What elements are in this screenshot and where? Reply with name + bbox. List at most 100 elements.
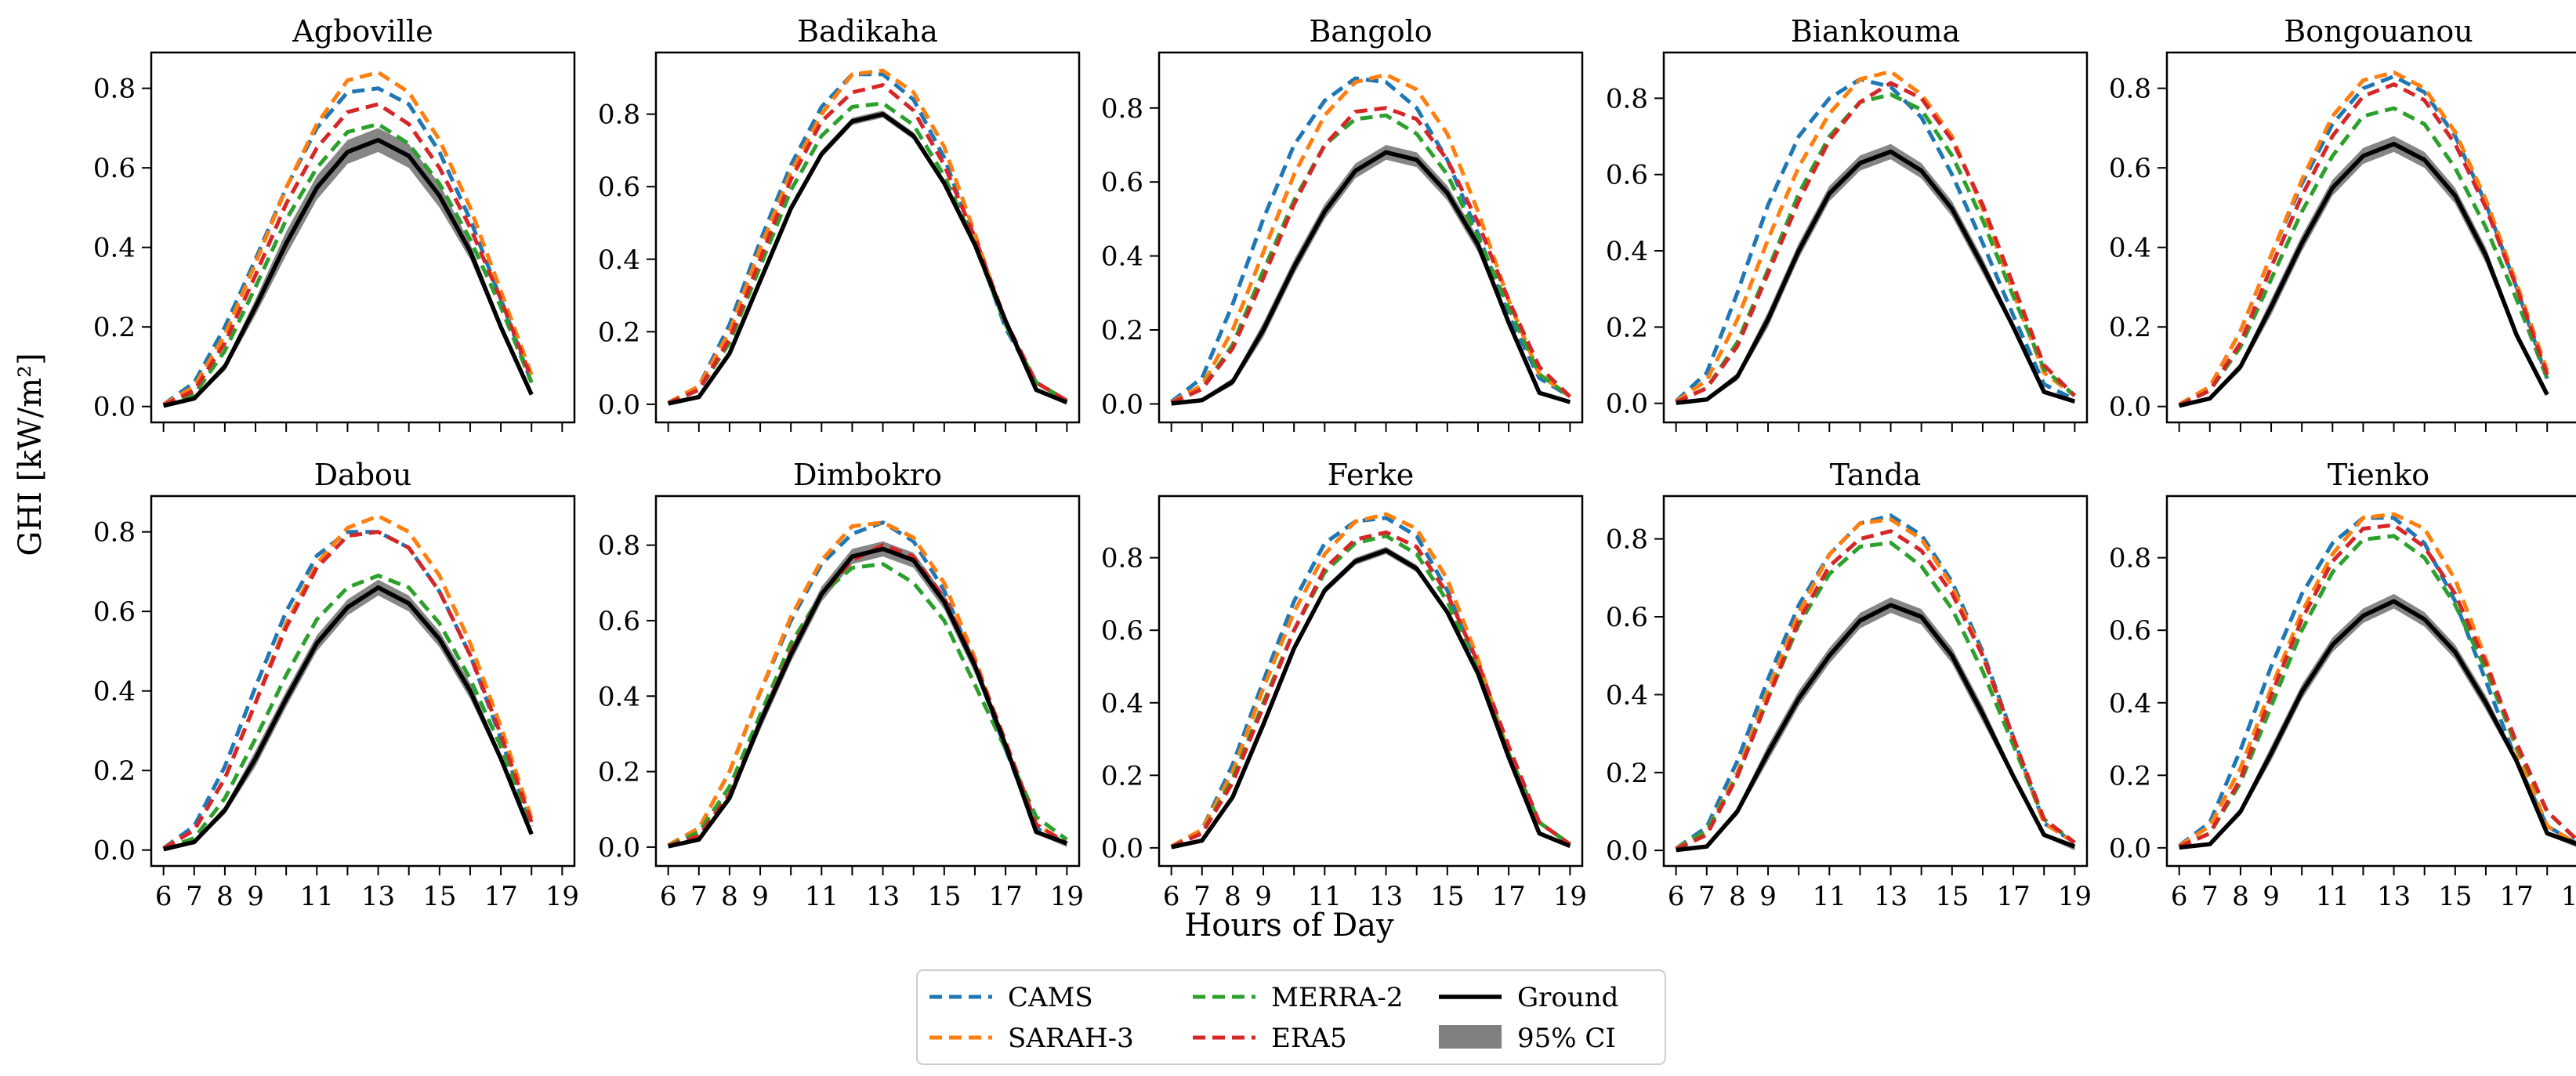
series-line-sarah-3 bbox=[1170, 72, 1571, 404]
x-tick-label: 11 bbox=[1308, 881, 1342, 912]
ci-band bbox=[163, 579, 532, 850]
panel-frame bbox=[1662, 495, 2089, 868]
series-line-era5 bbox=[162, 102, 534, 407]
x-tick-label: 8 bbox=[1224, 881, 1241, 912]
panel-frame bbox=[654, 495, 1081, 868]
y-tick-label: 0.0 bbox=[1101, 833, 1143, 864]
panel-agboville: Agboville 0.0 0.2 0.4 0.6 0.8 bbox=[93, 14, 576, 432]
x-tick-label: 13 bbox=[361, 881, 395, 912]
legend-item-ci-label: 95% CI bbox=[1517, 1023, 1616, 1054]
y-axis-label: GHI [kW/m²] bbox=[13, 353, 49, 556]
y-tick-label: 0.0 bbox=[1606, 835, 1648, 867]
panel-tanda: Tanda 0.0 0.2 0.4 0.6 0.8 6 7 8 9 11 13 15 17 19 bbox=[1606, 458, 2092, 912]
y-tick-label: 0.6 bbox=[1101, 615, 1143, 647]
y-tick-label: 0.8 bbox=[1101, 543, 1143, 574]
series-line-ground bbox=[668, 546, 1068, 849]
ci-band bbox=[2179, 593, 2576, 848]
y-tick-label: 0.0 bbox=[1606, 389, 1648, 420]
x-tick-label: 19 bbox=[2058, 881, 2092, 912]
panel-frame bbox=[1158, 51, 1584, 424]
x-tick-label: 11 bbox=[2316, 881, 2350, 912]
panel-title: Bangolo bbox=[1309, 14, 1432, 49]
series-line-ground bbox=[668, 111, 1068, 406]
y-tick-label: 0.4 bbox=[1101, 241, 1143, 273]
y-tick-label: 0.2 bbox=[1606, 758, 1648, 789]
panel-title: Biankouma bbox=[1791, 14, 1960, 49]
x-tick-label: 8 bbox=[721, 881, 738, 912]
y-tick-label: 0.2 bbox=[1606, 312, 1648, 343]
panel-frame bbox=[2165, 495, 2576, 868]
x-tick-label: 8 bbox=[1729, 881, 1746, 912]
x-tick-label: 9 bbox=[1255, 881, 1272, 912]
ci-band bbox=[2179, 136, 2548, 407]
series-line-sarah-3 bbox=[1675, 69, 2076, 404]
panel-bongouanou: Bongouanou 0.0 0.2 0.4 0.6 0.8 bbox=[2109, 14, 2576, 432]
series-line-sarah-3 bbox=[2178, 512, 2576, 848]
x-tick-label: 7 bbox=[2201, 881, 2219, 912]
y-tick-label: 0.6 bbox=[1606, 160, 1648, 191]
y-tick-label: 0.2 bbox=[598, 757, 640, 788]
ci-band bbox=[1676, 143, 2075, 404]
y-tick-label: 0.8 bbox=[598, 100, 640, 131]
series-line-ground bbox=[1171, 548, 1571, 850]
series-line-era5 bbox=[2178, 82, 2549, 408]
x-tick-label: 7 bbox=[186, 881, 203, 912]
series-line-cams bbox=[162, 86, 534, 407]
series-line-era5 bbox=[1675, 529, 2076, 851]
y-tick-label: 0.4 bbox=[598, 245, 640, 276]
x-tick-label: 8 bbox=[2232, 881, 2249, 912]
x-tick-label: 9 bbox=[247, 881, 264, 912]
series-line-cams bbox=[1675, 77, 2076, 403]
series-line-cams bbox=[1675, 513, 2076, 850]
legend: CAMS SARAH-3 MERRA-2 ERA5 Ground 95% CI bbox=[916, 969, 1666, 1065]
y-tick-label: 0.6 bbox=[1606, 602, 1648, 633]
y-tick-label: 0.2 bbox=[93, 755, 136, 787]
y-tick-label: 0.4 bbox=[2109, 233, 2151, 264]
series-line-merra-2 bbox=[1675, 92, 2076, 404]
series-line-ground bbox=[1676, 149, 2076, 405]
x-tick-label: 7 bbox=[1194, 881, 1211, 912]
ci-band bbox=[668, 110, 1067, 404]
panel-bangolo: Bangolo 0.0 0.2 0.4 0.6 0.8 bbox=[1101, 14, 1584, 432]
x-tick-label: 6 bbox=[1668, 881, 1685, 912]
series-line-era5 bbox=[162, 530, 534, 850]
y-tick-label: 0.0 bbox=[2109, 392, 2151, 423]
y-tick-label: 0.6 bbox=[2109, 615, 2151, 647]
series-line-merra-2 bbox=[667, 562, 1068, 848]
panel-title: Tienko bbox=[2328, 458, 2429, 492]
panel-title: Badikaha bbox=[797, 14, 938, 49]
series-line-merra-2 bbox=[162, 121, 534, 408]
x-tick-label: 8 bbox=[216, 881, 234, 912]
y-tick-label: 0.8 bbox=[1606, 83, 1648, 114]
series-line-era5 bbox=[2178, 523, 2576, 849]
x-tick-label: 19 bbox=[1553, 881, 1587, 912]
panel-title: Dabou bbox=[314, 458, 412, 492]
series-line-merra-2 bbox=[2178, 106, 2549, 408]
series-line-sarah-3 bbox=[162, 513, 534, 850]
legend-item-cams-label: CAMS bbox=[1008, 982, 1093, 1013]
series-line-ground bbox=[2179, 599, 2576, 850]
panel-frame bbox=[2165, 51, 2576, 424]
x-tick-label: 6 bbox=[1163, 881, 1180, 912]
x-tick-label: 9 bbox=[1759, 881, 1777, 912]
panel-title: Ferke bbox=[1328, 458, 1414, 492]
ci-band bbox=[1171, 145, 1571, 404]
panel-grid: Agboville 0.0 0.2 0.4 0.6 0.8 Badikaha 0.0 0.2 0.… bbox=[93, 14, 2576, 912]
x-tick-label: 6 bbox=[660, 881, 677, 912]
y-tick-label: 0.0 bbox=[598, 389, 640, 421]
series-line-merra-2 bbox=[162, 574, 534, 851]
x-tick-label: 15 bbox=[422, 881, 456, 912]
panel-frame bbox=[150, 51, 576, 424]
series-line-sarah-3 bbox=[2178, 70, 2549, 407]
series-line-ground bbox=[2179, 141, 2549, 408]
x-tick-label: 17 bbox=[1996, 881, 2030, 912]
y-tick-label: 0.8 bbox=[93, 74, 136, 105]
y-tick-label: 0.0 bbox=[2109, 833, 2151, 864]
y-tick-label: 0.6 bbox=[93, 153, 136, 184]
x-tick-label: 13 bbox=[2377, 881, 2411, 912]
y-tick-label: 0.2 bbox=[598, 317, 640, 348]
series-line-era5 bbox=[1675, 81, 2077, 404]
legend-item-merra-2-label: MERRA-2 bbox=[1271, 982, 1404, 1013]
y-tick-label: 0.8 bbox=[1606, 524, 1648, 556]
